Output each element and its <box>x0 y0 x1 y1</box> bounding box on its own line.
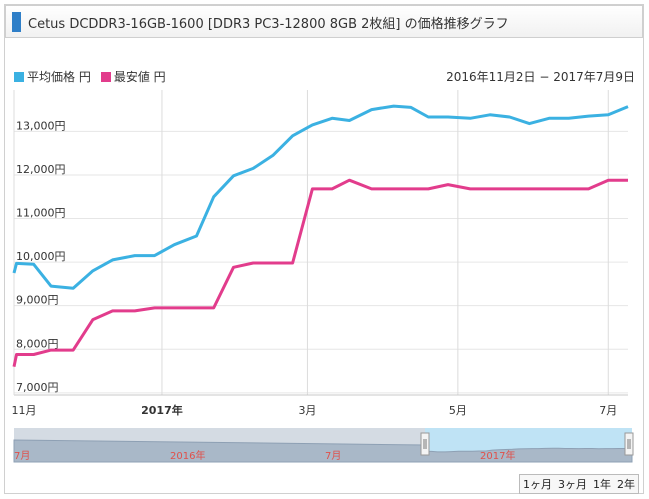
x-tick-label: 7月 <box>599 404 617 417</box>
series-lines <box>12 104 629 368</box>
navigator-handle-right[interactable] <box>624 432 634 456</box>
navigator-label-2016: 2016年 <box>170 449 205 462</box>
y-tick-label: 12,000円 <box>16 163 66 176</box>
legend-label-lowest: 最安値 円 <box>113 70 166 84</box>
navigator-area <box>13 439 633 463</box>
y-tick-label: 13,000円 <box>16 119 66 132</box>
navigator-handle-left[interactable] <box>420 432 430 456</box>
legend-swatch-average <box>14 71 24 82</box>
grid <box>13 90 628 396</box>
chart-frame <box>4 4 644 494</box>
x-axis: 11月 2017年 3月 5月 7月 <box>12 403 618 417</box>
y-tick-label: 8,000円 <box>16 337 59 350</box>
legend-label-average: 平均価格 円 <box>27 70 91 84</box>
range-button-1-year[interactable]: 1年 <box>593 478 611 491</box>
range-button-2-years[interactable]: 2年 <box>617 478 635 491</box>
y-axis: 7,000円 8,000円 9,000円 10,000円 11,000円 12,000円 1… <box>16 119 66 393</box>
y-tick-label: 11,000円 <box>16 207 66 220</box>
range-selector: 1ヶ月 3ヶ月 1年 2年 <box>519 474 639 494</box>
x-tick-label: 5月 <box>449 404 467 417</box>
series-line-lowest <box>12 178 628 368</box>
legend: 平均価格 円 最安値 円 <box>14 68 176 85</box>
y-tick-label: 7,000円 <box>16 381 59 394</box>
x-tick-label: 11月 <box>12 404 37 417</box>
title-bar: Cetus DCDDR3-16GB-1600 [DDR3 PC3-12800 8… <box>5 5 643 38</box>
range-button-1-month[interactable]: 1ヶ月 <box>523 478 552 491</box>
legend-item-average[interactable]: 平均価格 円 <box>14 68 91 85</box>
y-tick-label: 10,000円 <box>16 250 66 263</box>
date-range-label: 2016年11月2日 − 2017年7月9日 <box>446 70 635 84</box>
legend-swatch-lowest <box>100 71 111 82</box>
navigator-label-jul-2016: 7月 <box>14 450 30 462</box>
navigator[interactable]: 7月 2016年 7月 2017年 <box>13 428 634 463</box>
legend-item-lowest[interactable]: 最安値 円 <box>100 68 166 85</box>
navigator-label-jul-2017: 7月 <box>325 450 341 462</box>
range-button-3-months[interactable]: 3ヶ月 <box>558 478 587 491</box>
page-title: Cetus DCDDR3-16GB-1600 [DDR3 PC3-12800 8… <box>28 17 509 32</box>
x-tick-label: 2017年 <box>141 403 183 417</box>
y-tick-label: 9,000円 <box>16 294 59 307</box>
x-tick-label: 3月 <box>298 404 316 417</box>
series-line-average <box>12 104 629 290</box>
navigator-label-2017: 2017年 <box>480 449 515 462</box>
title-accent-bar <box>12 12 21 32</box>
